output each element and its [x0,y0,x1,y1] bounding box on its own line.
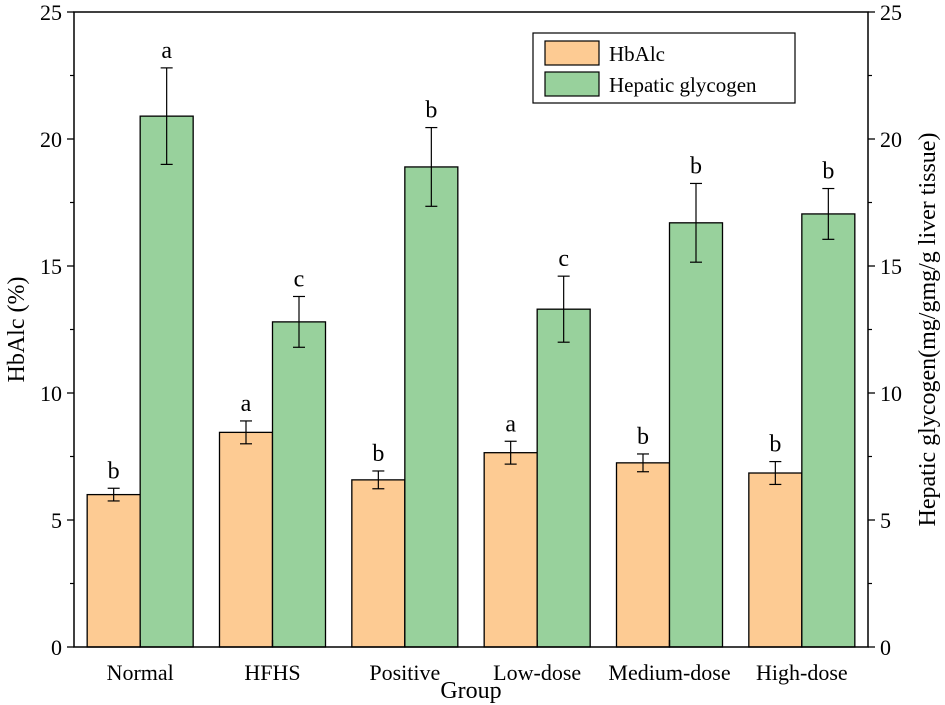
y-tick-label-right: 5 [880,508,891,533]
y-tick-label-left: 25 [40,0,62,25]
legend-label: Hepatic glycogen [609,73,757,97]
significance-label: b [822,159,834,185]
significance-label: b [425,98,437,124]
significance-label: b [637,424,649,450]
x-tick-label: High-dose [756,660,848,685]
significance-label: c [558,246,569,272]
legend-swatch-hbalc [544,40,600,66]
y-tick-label-right: 10 [880,381,902,406]
bar-hbalc-high-dose [748,472,803,648]
y-axis-title-right: Hepatic glycogen(mg/gmg/g liver tissue) [915,133,941,527]
significance-label: a [161,38,172,64]
axes-layer: Normal HFHS Positive Low-dose Medium-dose Hig… [40,0,902,685]
bar-hbalc-hfhs [218,431,274,648]
bars-layer [86,115,856,648]
significance-label: b [372,441,384,467]
x-tick-label: Normal [107,660,174,685]
y-tick-label-left: 5 [51,508,62,533]
error-bars-layer [107,67,835,502]
bar-hepatic-glycogen-normal [139,115,194,648]
legend: HbAlc Hepatic glycogen [532,32,796,104]
bar-hepatic-glycogen-positive [404,166,459,648]
bar-hbalc-positive [351,479,406,648]
x-tick-label: Positive [369,660,440,685]
y-tick-label-left: 10 [40,381,62,406]
significance-label: b [690,153,702,179]
x-axis-title: Group [440,678,501,704]
bar-hbalc-medium-dose [615,462,671,648]
y-tick-label-left: 15 [40,254,62,279]
legend-label: HbAlc [609,42,665,66]
significance-label: a [241,391,252,417]
significance-label: b [769,432,781,458]
bar-hepatic-glycogen-high-dose [801,213,856,648]
bar-hbalc-normal [86,493,141,648]
significance-label: c [294,266,305,292]
bar-hepatic-glycogen-low-dose [536,308,591,648]
y-tick-label-right: 15 [880,254,902,279]
y-tick-label-right: 25 [880,0,902,25]
x-tick-label: Low-dose [493,660,581,685]
significance-label: b [108,458,120,484]
significance-labels-layer: b a a c b b a c b b b b [108,38,835,484]
bar-hepatic-glycogen-hfhs [271,321,327,648]
y-tick-label-left: 20 [40,127,62,152]
significance-label: a [505,411,516,437]
bar-hepatic-glycogen-medium-dose [668,222,724,648]
y-tick-label-right: 0 [880,635,891,660]
y-tick-label-left: 0 [51,635,62,660]
y-axis-title-left: HbAlc (%) [4,277,30,383]
x-tick-label: HFHS [244,660,300,685]
y-tick-label-right: 20 [880,127,902,152]
bar-hbalc-low-dose [483,452,538,648]
x-tick-label: Medium-dose [608,660,730,685]
legend-swatch-hepatic-glycogen [544,71,600,97]
